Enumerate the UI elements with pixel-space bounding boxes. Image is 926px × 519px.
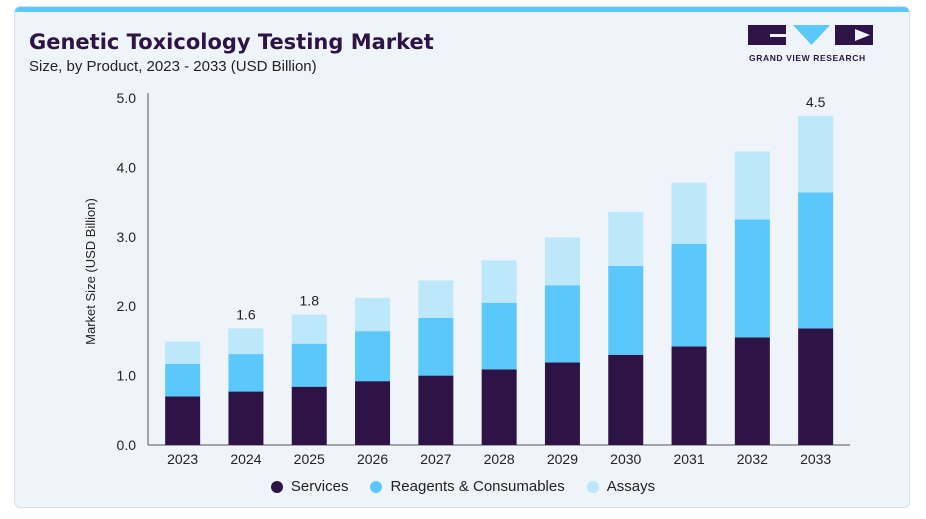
bar-segment (608, 211, 644, 266)
logo-text: GRAND VIEW RESEARCH (749, 53, 866, 63)
legend-item: Assays (586, 478, 656, 495)
legend-label: Reagents & Consumables (390, 478, 565, 495)
bar-segment (481, 369, 517, 445)
bar-segment (671, 182, 707, 244)
data-label: 1.8 (300, 293, 320, 309)
x-tick-label: 2033 (800, 451, 831, 467)
x-tick-label: 2023 (167, 451, 198, 467)
chart-legend: Services Reagents & Consumables Assays (0, 478, 926, 495)
bar-segment (291, 343, 327, 387)
bar-segment (544, 237, 580, 286)
chart-title: Genetic Toxicology Testing Market (29, 30, 434, 54)
chart-subtitle: Size, by Product, 2023 - 2033 (USD Billi… (29, 58, 317, 75)
data-label: 4.5 (806, 94, 826, 110)
bar-segment (798, 192, 834, 329)
bar-segment (798, 116, 834, 193)
bar-segment (798, 328, 834, 445)
bar-segment (291, 386, 327, 445)
accent-bar (15, 7, 909, 12)
legend-swatch (586, 480, 599, 493)
x-tick-label: 2028 (484, 451, 515, 467)
x-tick-label: 2031 (673, 451, 704, 467)
x-tick-label: 2026 (357, 451, 388, 467)
bar-segment (355, 331, 391, 382)
y-tick-label: 5.0 (117, 90, 137, 106)
bar-segment (734, 219, 770, 338)
data-label: 1.6 (236, 306, 256, 322)
bar-segment (165, 341, 201, 364)
bar-segment (734, 337, 770, 445)
bar-segment (608, 354, 644, 445)
bar-segment (418, 375, 454, 445)
x-tick-label: 2032 (737, 451, 768, 467)
y-tick-label: 3.0 (117, 229, 137, 245)
bar-segment (418, 317, 454, 376)
x-tick-label: 2024 (230, 451, 261, 467)
bar-segment (481, 260, 517, 303)
bar-segment (228, 354, 264, 392)
legend-label: Assays (606, 478, 656, 495)
bar-segment (418, 280, 454, 318)
x-tick-label: 2029 (547, 451, 578, 467)
bar-segment (671, 243, 707, 347)
bar-segment (481, 302, 517, 370)
x-tick-label: 2025 (294, 451, 325, 467)
bar-segment (228, 391, 264, 445)
bar-segment (355, 381, 391, 445)
bar-segment (544, 362, 580, 445)
legend-swatch (370, 480, 383, 493)
bar-segment (165, 363, 201, 397)
bar-segment (165, 396, 201, 445)
bar-segment (608, 265, 644, 355)
y-axis-title: Market Size (USD Billion) (83, 198, 98, 345)
x-tick-label: 2027 (420, 451, 451, 467)
legend-item: Reagents & Consumables (370, 478, 565, 495)
bar-segment (291, 314, 327, 344)
legend-label: Services (290, 478, 349, 495)
legend-swatch (270, 480, 283, 493)
y-tick-label: 4.0 (117, 159, 137, 175)
x-tick-label: 2030 (610, 451, 641, 467)
y-tick-label: 1.0 (117, 368, 137, 384)
bar-segment (355, 297, 391, 332)
legend-item: Services (270, 478, 349, 495)
y-tick-label: 0.0 (117, 437, 137, 453)
bar-segment (228, 328, 264, 355)
bar-segment (734, 151, 770, 220)
grand-view-research-logo-icon (748, 25, 873, 45)
bar-segment (671, 346, 707, 445)
bar-segment (544, 285, 580, 363)
y-tick-label: 2.0 (117, 298, 137, 314)
